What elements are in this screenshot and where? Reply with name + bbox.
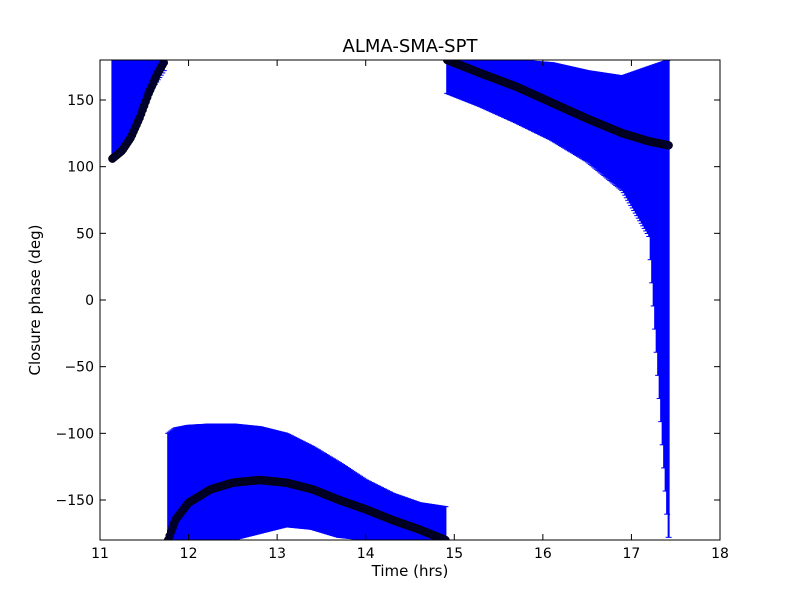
data-point: [441, 535, 450, 540]
series-3: [442, 60, 673, 538]
x-axis-label: Time (hrs): [371, 562, 449, 580]
plot-area: [108, 60, 673, 540]
error-bars: [165, 423, 449, 540]
y-tick-label: −50: [64, 360, 94, 376]
y-tick-label: 100: [67, 160, 94, 176]
x-tick-label: 13: [268, 546, 286, 562]
y-tick-label: 0: [85, 293, 94, 309]
y-tick-label: −150: [56, 493, 94, 509]
data-point: [159, 60, 169, 67]
data-points: [108, 60, 169, 163]
chart-title: ALMA-SMA-SPT: [343, 36, 479, 57]
x-axis: 11 12 13 14 15 16 17 18: [91, 60, 729, 562]
y-tick-label: 150: [67, 93, 94, 109]
x-tick-label: 14: [357, 546, 375, 562]
x-tick-label: 11: [91, 546, 109, 562]
data-points: [442, 60, 673, 150]
series-2: [163, 423, 450, 540]
x-tick-label: 15: [445, 546, 463, 562]
x-tick-label: 16: [534, 546, 552, 562]
data-points: [163, 475, 450, 540]
data-point: [664, 141, 673, 150]
series-1: [108, 60, 169, 163]
y-tick-label: −100: [56, 426, 94, 442]
x-tick-label: 12: [180, 546, 198, 562]
x-tick-label: 18: [711, 546, 729, 562]
y-axis-label: Closure phase (deg): [26, 225, 44, 376]
x-tick-label: 17: [623, 546, 641, 562]
y-axis: −150 −100 −50 0 50 100 150: [56, 93, 720, 509]
y-tick-label: 50: [76, 226, 94, 242]
